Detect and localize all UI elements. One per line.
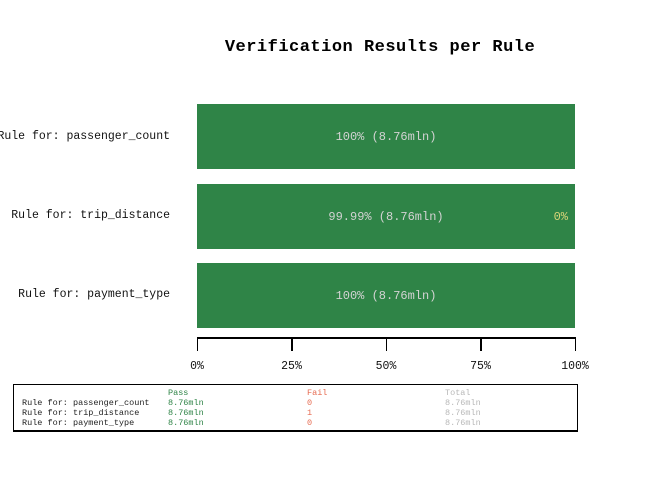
bar-value-label: 100% (8.76mln) bbox=[335, 129, 437, 144]
table-row-label: Rule for: trip_distance bbox=[22, 408, 140, 418]
table-fail-value: 1 bbox=[307, 408, 313, 418]
x-axis-tick-25 bbox=[291, 337, 293, 351]
table-row-label: Rule for: payment_type bbox=[22, 418, 135, 428]
table-header-total: Total bbox=[445, 388, 471, 398]
bar-passenger-count: 100% (8.76mln) bbox=[197, 104, 575, 169]
bar-fail-label: 0% bbox=[553, 209, 568, 224]
table-fail-value: 0 bbox=[307, 418, 313, 428]
x-tick-label-75: 75% bbox=[470, 360, 491, 373]
table-pass-value: 8.76mln bbox=[168, 408, 204, 418]
y-axis-label-trip-distance: Rule for: trip_distance bbox=[11, 209, 170, 222]
x-axis-tick-0 bbox=[196, 337, 198, 351]
x-axis-tick-75 bbox=[480, 337, 482, 351]
y-axis-label-passenger-count: Rule for: passenger_count bbox=[0, 130, 170, 143]
table-fail-value: 0 bbox=[307, 398, 313, 408]
x-axis-tick-100 bbox=[574, 337, 576, 351]
table-pass-value: 8.76mln bbox=[168, 418, 204, 428]
summary-table: Pass Fail Total Rule for: passenger_coun… bbox=[13, 384, 578, 432]
x-tick-label-0: 0% bbox=[190, 360, 204, 373]
table-row-label: Rule for: passenger_count bbox=[22, 398, 150, 408]
y-axis-label-payment-type: Rule for: payment_type bbox=[18, 288, 170, 301]
table-total-value: 8.76mln bbox=[445, 408, 481, 418]
x-tick-label-50: 50% bbox=[375, 360, 397, 373]
bar-payment-type: 100% (8.76mln) bbox=[197, 263, 575, 328]
table-total-value: 8.76mln bbox=[445, 418, 481, 428]
x-axis-tick-50 bbox=[385, 337, 387, 351]
table-total-value: 8.76mln bbox=[445, 398, 481, 408]
chart-title: Verification Results per Rule bbox=[224, 38, 536, 57]
x-tick-label-25: 25% bbox=[281, 360, 302, 373]
bar-value-label: 100% (8.76mln) bbox=[335, 288, 437, 303]
bar-value-label: 99.99% (8.76mln) bbox=[328, 209, 444, 224]
x-tick-label-100: 100% bbox=[561, 360, 589, 373]
table-header-fail: Fail bbox=[307, 388, 328, 398]
bar-trip-distance: 99.99% (8.76mln) 0% bbox=[197, 184, 575, 249]
table-header-pass: Pass bbox=[168, 388, 189, 398]
table-pass-value: 8.76mln bbox=[168, 398, 204, 408]
